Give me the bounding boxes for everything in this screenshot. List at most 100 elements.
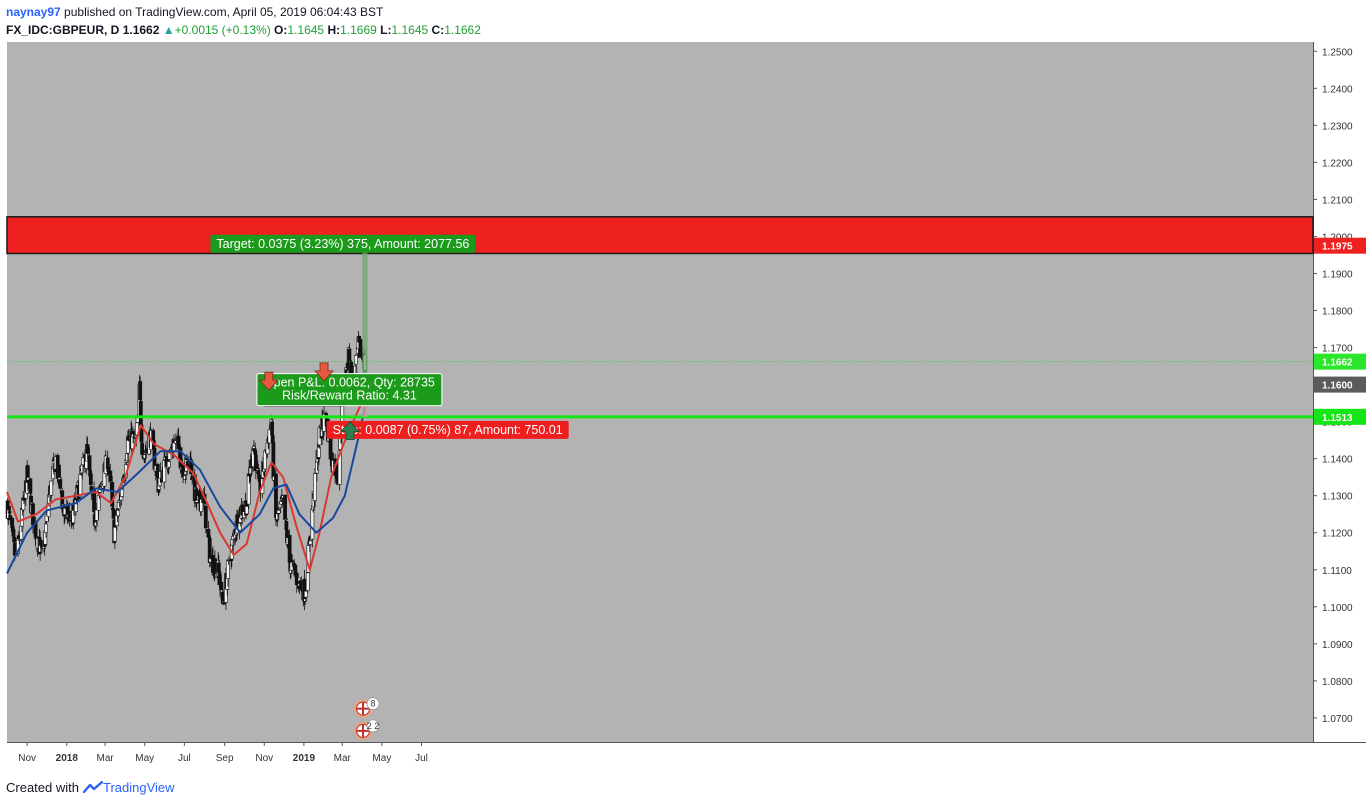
candle-body: [216, 562, 221, 573]
y-tick-label: 1.2200: [1322, 158, 1353, 169]
candle-body: [222, 602, 226, 605]
up-arrow-icon: [340, 421, 360, 441]
footer: Created with TradingView: [6, 780, 175, 795]
y-tick-label: 1.1700: [1322, 344, 1353, 355]
candle-body: [7, 511, 12, 514]
candle-body: [111, 507, 115, 511]
candle-body: [270, 435, 275, 443]
candle-body: [324, 412, 328, 415]
up-triangle-icon: ▲: [162, 23, 175, 37]
high-value: 1.1669: [340, 23, 377, 37]
candle-body: [358, 339, 363, 358]
candle-body: [183, 475, 187, 480]
publish-info: naynay97 published on TradingView.com, A…: [6, 5, 383, 19]
candle-body: [194, 500, 199, 503]
y-tick-label: 1.1900: [1322, 269, 1353, 280]
risk-reward-text: Risk/Reward Ratio: 4.31: [282, 389, 417, 403]
low-value: 1.1645: [391, 23, 429, 37]
candle-body: [271, 442, 276, 479]
x-tick-label: 2019: [293, 753, 316, 764]
target-zone: [362, 245, 368, 385]
candle-body: [183, 471, 188, 476]
tradingview-logo-icon: [82, 781, 103, 793]
y-tick-label: 1.1400: [1322, 455, 1353, 466]
stop-label: Stop: 0.0087 (0.75%) 87, Amount: 750.01: [333, 423, 563, 437]
price-label: 1.1513: [1322, 413, 1353, 424]
event-count: 2 2: [367, 721, 380, 731]
candle-body: [80, 464, 85, 474]
candle-body: [176, 435, 181, 450]
author-link[interactable]: naynay97: [6, 5, 61, 19]
candle-body: [244, 506, 249, 515]
candle-body: [44, 523, 48, 533]
candle-body: [7, 505, 11, 511]
candle-body: [110, 482, 115, 507]
close-value: 1.1662: [444, 23, 481, 37]
open-label: O:: [274, 23, 288, 37]
candle-body: [303, 590, 308, 598]
y-tick-label: 1.2500: [1322, 47, 1353, 58]
x-tick-label: May: [372, 753, 391, 764]
open-value: 1.1645: [287, 23, 325, 37]
chart-header: naynay97 published on TradingView.com, A…: [0, 0, 1372, 42]
candle-body: [143, 452, 148, 455]
stop-label-bg: [326, 420, 569, 439]
x-tick-label: Mar: [334, 753, 352, 764]
candle-body: [155, 464, 160, 479]
low-label: L:: [380, 23, 392, 37]
candle-body: [111, 509, 116, 519]
candle-body: [290, 560, 295, 563]
price-label: 1.1662: [1322, 358, 1353, 369]
candle-body: [207, 537, 212, 563]
candle-body: [11, 529, 16, 537]
candle-body: [94, 521, 98, 527]
candle-body: [253, 450, 258, 455]
y-tick-label: 1.1000: [1322, 603, 1353, 614]
tradingview-link[interactable]: TradingView: [102, 780, 175, 795]
open-pnl-text: Open P&L: 0.0062, Qty: 28735: [264, 376, 435, 390]
event-count-badge: [366, 697, 380, 711]
y-tick-label: 1.0800: [1322, 677, 1353, 688]
candle-body: [162, 460, 167, 483]
high-label: H:: [327, 23, 341, 37]
candle-body: [21, 498, 26, 501]
x-tick-label: Sep: [216, 753, 234, 764]
y-tick-label: 1.1300: [1322, 492, 1353, 503]
down-arrow-icon: [314, 362, 334, 382]
price-label-bg: [1314, 353, 1366, 370]
candle-body: [78, 474, 83, 498]
symbol-info: FX_IDC:GBPEUR, D 1.1662 ▲+0.0015 (+0.13%…: [6, 23, 481, 37]
x-tick-label: Nov: [255, 753, 273, 764]
published-text: published on TradingView.com, April 05, …: [64, 5, 384, 19]
candle-body: [237, 522, 242, 531]
y-tick-label: 1.2400: [1322, 84, 1353, 95]
y-tick-label: 1.1200: [1322, 529, 1353, 540]
x-tick-label: 2018: [56, 753, 79, 764]
candle-body: [308, 540, 313, 545]
x-tick-label: Mar: [96, 753, 114, 764]
candle-body: [125, 453, 130, 462]
candle-body: [58, 479, 63, 489]
candle-body: [276, 509, 281, 514]
candle-body: [265, 442, 270, 455]
candle-body: [71, 505, 76, 524]
y-tick-label: 1.0700: [1322, 714, 1353, 725]
candle-body: [85, 444, 90, 454]
candle-body: [135, 417, 140, 423]
candle-body: [283, 518, 288, 520]
candle-body: [116, 501, 121, 509]
candle-body: [310, 508, 315, 540]
candle-body: [180, 465, 185, 468]
candle-body: [316, 446, 321, 458]
candle-body: [88, 473, 93, 485]
candle-body: [313, 473, 317, 501]
candle-body: [49, 480, 54, 496]
x-tick-label: Jul: [415, 753, 428, 764]
ma-fast-line: [6, 395, 366, 571]
candle-body: [21, 497, 26, 511]
candle-body: [96, 494, 101, 511]
y-tick-label: 1.2100: [1322, 195, 1353, 206]
candle-body: [353, 355, 358, 365]
x-tick-label: May: [135, 753, 154, 764]
